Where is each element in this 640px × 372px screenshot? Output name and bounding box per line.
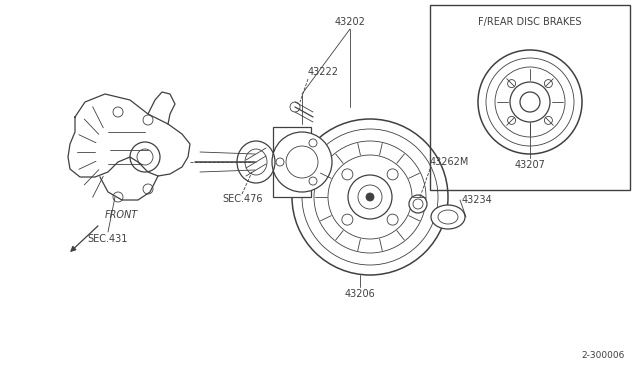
Bar [430, 5, 630, 190]
Text: 43234: 43234 [462, 195, 493, 205]
Circle shape [309, 139, 317, 147]
Circle shape [137, 149, 153, 165]
Circle shape [508, 80, 516, 88]
Circle shape [387, 169, 398, 180]
Circle shape [130, 142, 160, 172]
Bar [273, 127, 311, 197]
Circle shape [276, 158, 284, 166]
Text: 43206: 43206 [344, 289, 376, 299]
Text: FRONT: FRONT [105, 210, 138, 220]
Circle shape [409, 195, 427, 213]
Text: 43207: 43207 [515, 160, 545, 170]
Text: 43202: 43202 [335, 17, 365, 27]
Circle shape [143, 184, 153, 194]
Text: SEC.431: SEC.431 [88, 234, 128, 244]
Text: 2-300006: 2-300006 [582, 351, 625, 360]
Text: 43262M: 43262M [430, 157, 469, 167]
Text: F/REAR DISC BRAKES: F/REAR DISC BRAKES [478, 17, 582, 27]
Circle shape [520, 92, 540, 112]
Circle shape [366, 193, 374, 201]
Circle shape [413, 199, 423, 209]
Circle shape [309, 177, 317, 185]
Circle shape [113, 107, 123, 117]
Circle shape [113, 192, 123, 202]
Circle shape [508, 116, 516, 124]
Circle shape [286, 146, 318, 178]
Circle shape [545, 80, 552, 88]
Circle shape [272, 132, 332, 192]
Circle shape [342, 169, 353, 180]
Circle shape [545, 116, 552, 124]
Text: SEC.476: SEC.476 [222, 194, 262, 204]
Circle shape [342, 214, 353, 225]
Circle shape [290, 102, 300, 112]
Ellipse shape [431, 205, 465, 229]
Text: 43222: 43222 [308, 67, 339, 77]
Circle shape [387, 214, 398, 225]
Circle shape [143, 115, 153, 125]
